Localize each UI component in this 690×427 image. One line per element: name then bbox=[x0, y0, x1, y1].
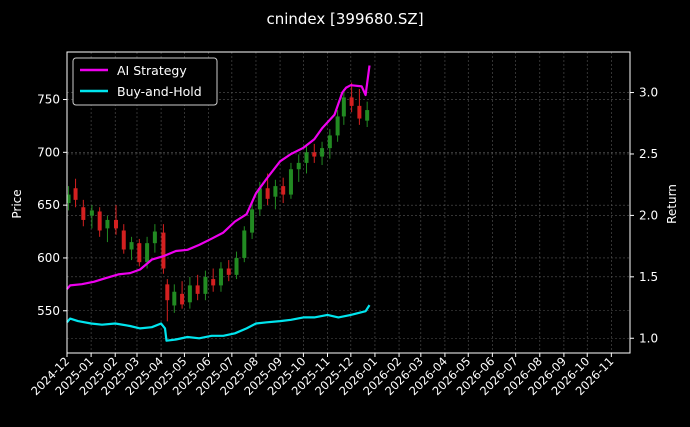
candle-body bbox=[250, 209, 255, 233]
candle-body bbox=[226, 268, 231, 275]
candle-body bbox=[97, 211, 102, 231]
candle-body bbox=[265, 188, 270, 199]
candle-body bbox=[137, 243, 142, 263]
y-right-tick-label: 1.5 bbox=[639, 270, 658, 284]
candle-body bbox=[296, 162, 301, 170]
candle-body bbox=[89, 210, 94, 216]
candle-body bbox=[327, 135, 332, 149]
legend-box bbox=[72, 57, 218, 106]
candle-body bbox=[66, 194, 71, 204]
candle-body bbox=[349, 97, 354, 106]
candle-body bbox=[357, 105, 362, 119]
y-axis-left-label: Price bbox=[10, 189, 24, 218]
y-left-tick-label: 750 bbox=[37, 93, 60, 107]
candle-body bbox=[180, 293, 185, 305]
candle-body bbox=[113, 219, 118, 229]
candle-body bbox=[312, 152, 317, 157]
candle-body bbox=[172, 291, 177, 306]
chart-title: cnindex [399680.SZ] bbox=[266, 10, 423, 28]
candle-body bbox=[105, 219, 110, 229]
candle-body bbox=[152, 231, 157, 244]
candle-body bbox=[257, 188, 262, 210]
grid-lines bbox=[66, 52, 630, 353]
candle-body bbox=[234, 257, 239, 275]
y-right-tick-label: 1.0 bbox=[639, 331, 658, 345]
y-right-tick-label: 2.5 bbox=[639, 147, 658, 161]
candle-body bbox=[81, 207, 86, 220]
candlestick-series bbox=[66, 82, 370, 322]
series-line-buy-and-hold bbox=[66, 304, 371, 342]
candle-body bbox=[187, 285, 192, 303]
return-lines bbox=[66, 65, 371, 342]
candle-body bbox=[341, 97, 346, 117]
series-line-ai-strategy bbox=[66, 65, 371, 290]
legend-label-ai-strategy: AI Strategy bbox=[117, 63, 187, 78]
candle-body bbox=[121, 230, 126, 250]
candle-body bbox=[145, 243, 150, 263]
plot-frame bbox=[66, 51, 631, 354]
candle-body bbox=[211, 279, 216, 286]
candle-body bbox=[195, 285, 200, 294]
candle-body bbox=[273, 186, 278, 197]
y-left-tick-label: 700 bbox=[37, 145, 60, 159]
legend-label-buy-and-hold: Buy-and-Hold bbox=[117, 84, 202, 99]
candle-body bbox=[165, 284, 170, 301]
candle-body bbox=[242, 230, 247, 258]
y-right-tick-label: 2.0 bbox=[639, 208, 658, 222]
y-right-tick-label: 3.0 bbox=[639, 86, 658, 100]
candle-body bbox=[161, 232, 166, 269]
y-left-tick-label: 550 bbox=[37, 304, 60, 318]
candle-body bbox=[218, 268, 223, 286]
candle-body bbox=[320, 148, 325, 157]
candle-body bbox=[129, 242, 134, 250]
y-left-tick-label: 650 bbox=[37, 198, 60, 212]
candle-body bbox=[281, 186, 286, 195]
legend: AI Strategy Buy-and-Hold bbox=[72, 57, 218, 106]
candle-body bbox=[203, 276, 208, 294]
candle-body bbox=[335, 116, 340, 136]
y-axis-right-label: Return bbox=[665, 184, 679, 224]
candle-body bbox=[73, 188, 78, 200]
candle-body bbox=[288, 169, 293, 195]
candle-body bbox=[304, 152, 309, 163]
y-left-tick-label: 600 bbox=[37, 251, 60, 265]
candle-body bbox=[365, 110, 370, 121]
